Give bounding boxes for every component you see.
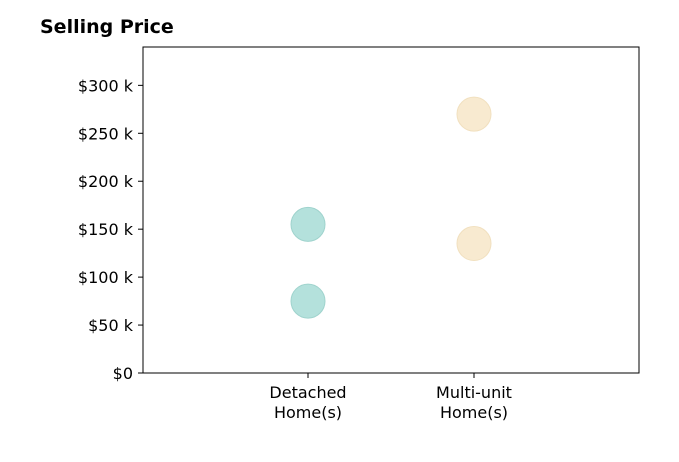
x-tick-label: Detached Home(s) — [269, 383, 346, 422]
y-tick-label: $50 k — [88, 316, 134, 335]
x-axis: Detached Home(s) Multi-unit Home(s) — [269, 373, 512, 422]
y-tick-label: $0 — [113, 364, 133, 383]
data-point — [290, 283, 326, 319]
y-tick-label: $100 k — [78, 268, 134, 287]
data-points — [290, 96, 492, 319]
data-point — [456, 96, 492, 132]
chart-title: Selling Price — [40, 16, 174, 38]
y-tick-label: $150 k — [78, 220, 134, 239]
x-tick-label: Multi-unit Home(s) — [436, 383, 512, 422]
data-point — [290, 206, 326, 242]
y-tick-label: $200 k — [78, 172, 134, 191]
y-axis: $0 $50 k $100 k $150 k $200 k $250 k $300 k — [78, 76, 143, 383]
y-tick-label: $250 k — [78, 124, 134, 143]
plot-area-frame — [142, 46, 640, 374]
data-point — [456, 226, 492, 262]
y-tick-label: $300 k — [78, 76, 134, 95]
